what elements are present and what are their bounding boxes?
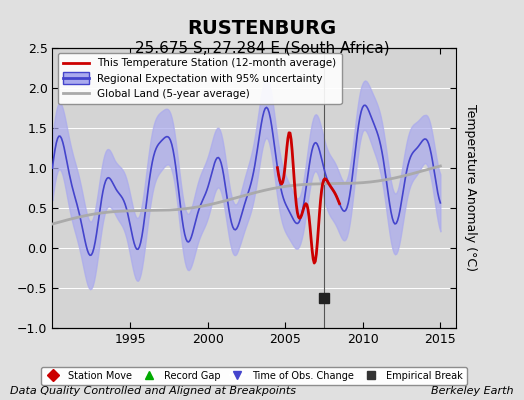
Text: RUSTENBURG: RUSTENBURG	[188, 18, 336, 38]
Text: 25.675 S, 27.284 E (South Africa): 25.675 S, 27.284 E (South Africa)	[135, 40, 389, 56]
Legend: Station Move, Record Gap, Time of Obs. Change, Empirical Break: Station Move, Record Gap, Time of Obs. C…	[41, 367, 467, 385]
Text: Data Quality Controlled and Aligned at Breakpoints: Data Quality Controlled and Aligned at B…	[10, 386, 297, 396]
Text: Berkeley Earth: Berkeley Earth	[431, 386, 514, 396]
Y-axis label: Temperature Anomaly (°C): Temperature Anomaly (°C)	[464, 104, 477, 272]
